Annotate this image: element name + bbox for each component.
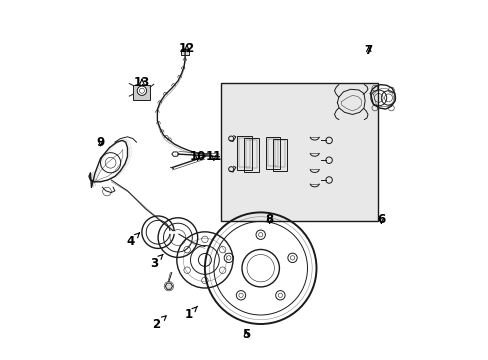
Text: 5: 5: [242, 328, 250, 341]
Text: 7: 7: [364, 44, 372, 57]
Text: 1: 1: [184, 306, 197, 321]
Bar: [221, 83, 377, 221]
Text: 3: 3: [149, 255, 163, 270]
Text: 13: 13: [134, 76, 150, 89]
Text: 10: 10: [189, 150, 205, 163]
Text: 6: 6: [376, 213, 385, 226]
Text: 8: 8: [265, 213, 273, 226]
Polygon shape: [165, 283, 172, 289]
Text: 11: 11: [205, 150, 222, 163]
Text: 12: 12: [179, 42, 195, 55]
Text: 4: 4: [126, 233, 139, 248]
Circle shape: [137, 86, 146, 95]
Bar: [181, 49, 189, 55]
Bar: [133, 85, 150, 100]
Text: 2: 2: [152, 316, 166, 331]
Text: 9: 9: [96, 136, 104, 149]
